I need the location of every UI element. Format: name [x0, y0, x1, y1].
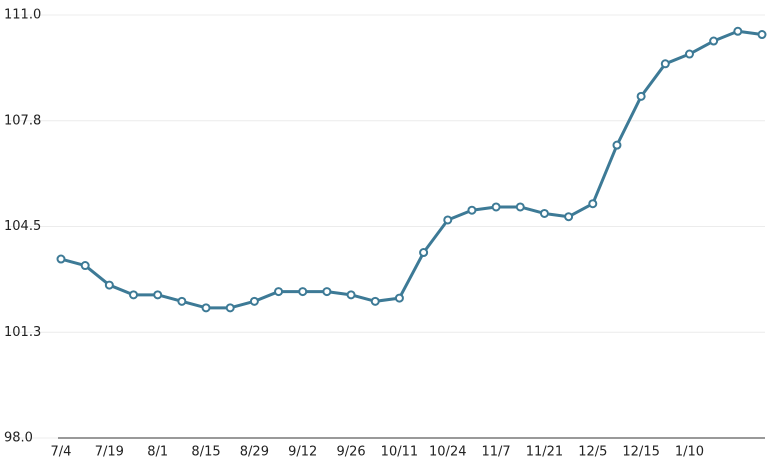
y-tick-label: 111.0	[4, 8, 41, 23]
x-tick-label: 11/21	[526, 445, 563, 460]
point	[104, 280, 114, 290]
x-tick-label: 8/29	[240, 445, 269, 460]
point	[394, 293, 404, 303]
point	[539, 208, 549, 218]
point	[443, 215, 453, 225]
y-tick-label: 98.0	[4, 431, 33, 446]
point	[660, 59, 670, 69]
point	[80, 261, 90, 271]
point	[153, 290, 163, 300]
x-tick-label: 7/4	[51, 445, 72, 460]
y-tick-label: 101.3	[4, 325, 41, 340]
x-tick-label: 1/10	[675, 445, 704, 460]
point	[274, 287, 284, 297]
y-tick-label: 107.8	[4, 113, 41, 128]
point	[733, 26, 743, 36]
x-tick-label: 12/15	[622, 445, 659, 460]
line	[60, 29, 763, 310]
point	[346, 290, 356, 300]
point	[515, 202, 525, 212]
point	[129, 290, 139, 300]
point	[491, 202, 501, 212]
point	[298, 287, 308, 297]
point	[757, 30, 767, 40]
x-tick-label: 11/7	[482, 445, 511, 460]
point	[322, 287, 332, 297]
point	[684, 49, 694, 59]
x-tick-label: 8/15	[191, 445, 220, 460]
point	[709, 36, 719, 46]
point	[588, 199, 598, 209]
x-tick-label: 12/5	[578, 445, 607, 460]
x-tick-label: 9/26	[336, 445, 365, 460]
point	[225, 303, 235, 313]
x-tick-label: 7/19	[95, 445, 124, 460]
point	[249, 296, 259, 306]
point	[612, 140, 622, 150]
y-tick-label: 104.5	[4, 219, 41, 234]
point	[636, 91, 646, 101]
x-tick-label: 10/24	[429, 445, 466, 460]
point	[467, 205, 477, 215]
x-tick-label: 9/12	[288, 445, 317, 460]
point	[56, 254, 66, 264]
point	[564, 212, 574, 222]
point	[370, 296, 380, 306]
point	[201, 303, 211, 313]
x-tick-label: 8/1	[147, 445, 168, 460]
x-tick-label: 10/11	[381, 445, 418, 460]
point	[419, 248, 429, 258]
point	[177, 296, 187, 306]
